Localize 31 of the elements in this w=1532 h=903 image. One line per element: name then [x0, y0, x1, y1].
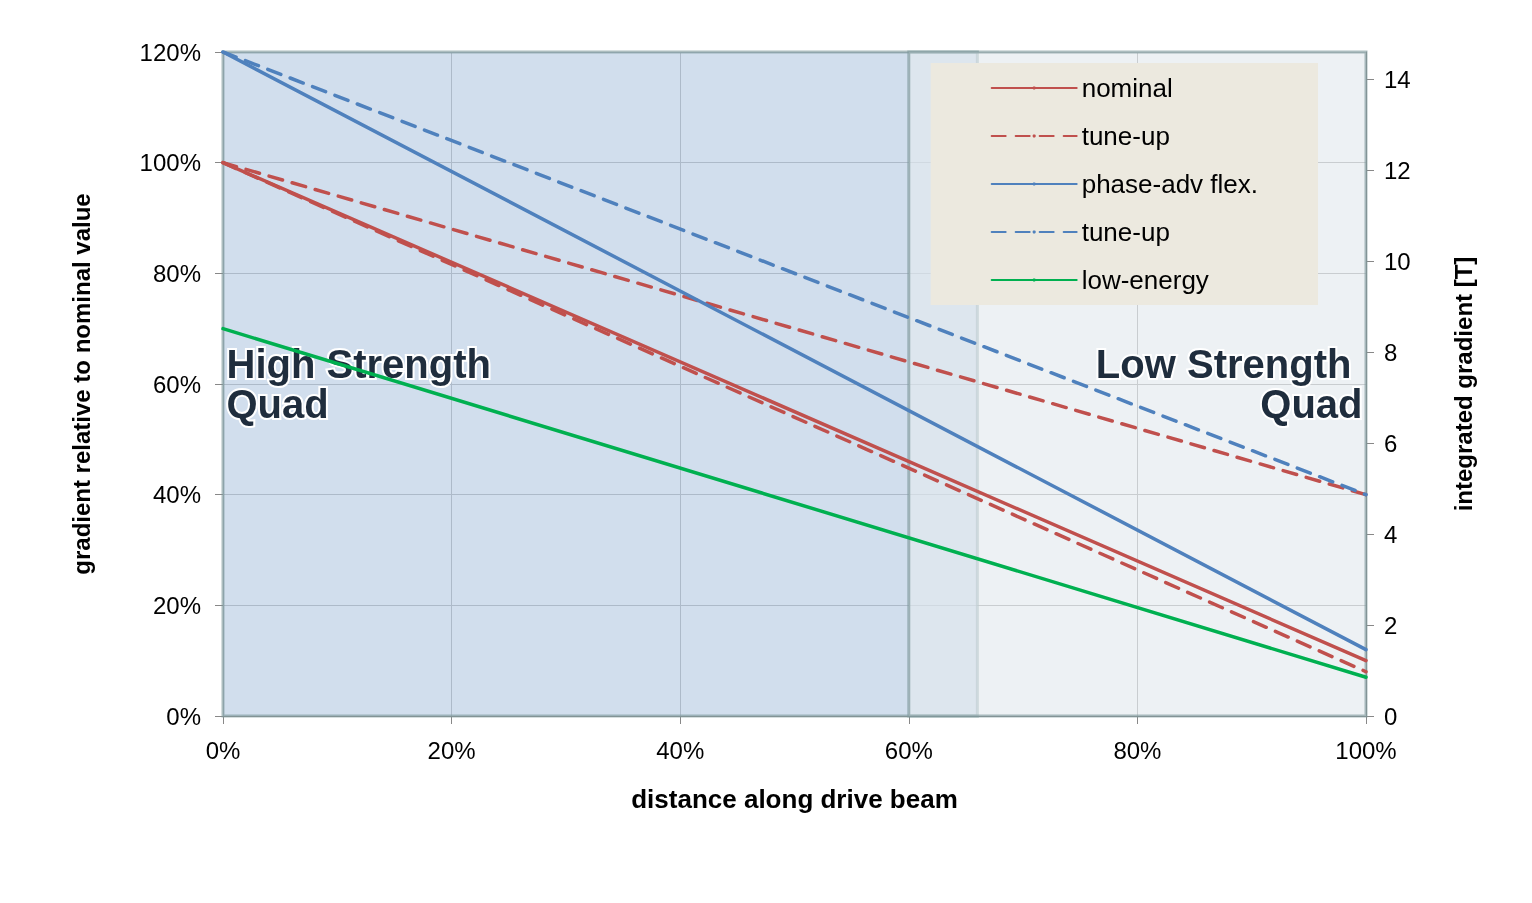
band-label: High Strength Quad — [226, 342, 503, 426]
y2-tick-label: 14 — [1384, 65, 1411, 93]
y-tick-label: 40% — [152, 481, 201, 509]
x-tick-label: 100% — [1335, 736, 1397, 764]
band-label: Low Strength Quad — [1095, 342, 1363, 426]
y2-tick-label: 12 — [1384, 156, 1411, 184]
x-tick-label: 0% — [205, 736, 241, 764]
y2-axis-title: integrated gradient [T] — [1449, 256, 1477, 512]
legend-label: low-energy — [1081, 265, 1209, 295]
y2-tick-label: 2 — [1384, 611, 1398, 639]
y2-tick-label: 8 — [1384, 338, 1398, 366]
y-tick-label: 80% — [152, 259, 201, 287]
x-tick-label: 80% — [1113, 736, 1162, 764]
x-tick-label: 40% — [656, 736, 705, 764]
y-tick-label: 60% — [152, 370, 201, 398]
x-tick-label: 60% — [884, 736, 933, 764]
y2-tick-label: 10 — [1384, 247, 1411, 275]
x-tick-label: 20% — [427, 736, 476, 764]
y-axis-title: gradient relative to nominal value — [67, 193, 95, 575]
y-tick-label: 0% — [166, 702, 201, 730]
y-tick-label: 20% — [152, 591, 201, 619]
y2-tick-label: 4 — [1384, 520, 1398, 548]
x-axis-title: distance along drive beam — [631, 784, 958, 814]
y2-tick-label: 6 — [1384, 429, 1398, 457]
legend-label: tune-up — [1081, 121, 1170, 151]
legend-label: nominal — [1081, 73, 1173, 103]
y-tick-label: 100% — [139, 149, 201, 177]
y-tick-label: 120% — [139, 38, 201, 66]
legend-label: phase-adv flex. — [1081, 169, 1258, 199]
y2-tick-label: 0 — [1384, 702, 1398, 730]
legend-label: tune-up — [1081, 217, 1170, 247]
